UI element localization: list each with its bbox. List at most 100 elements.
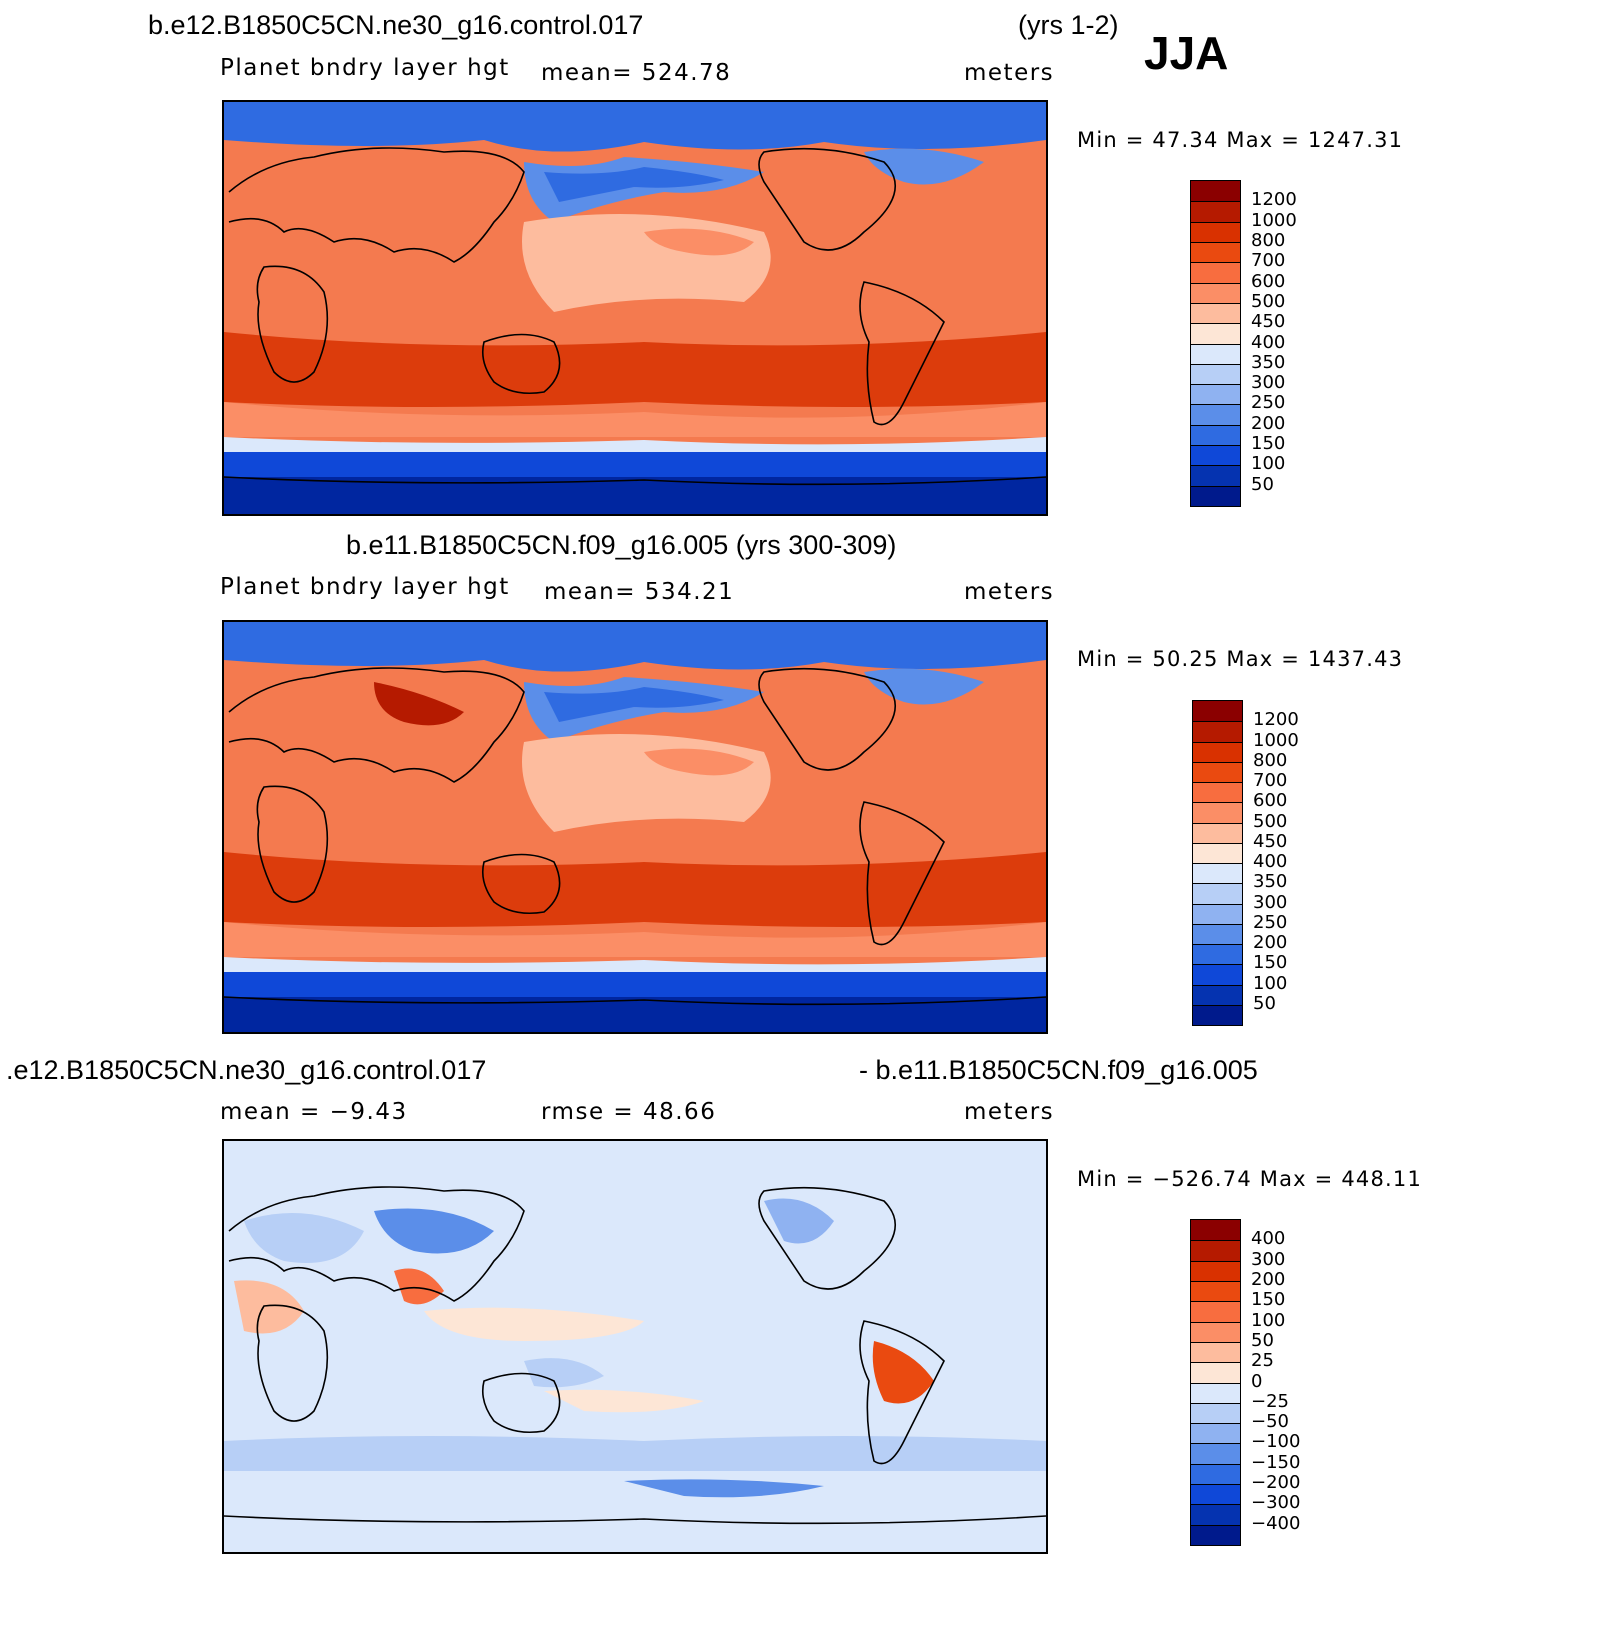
- colorbar-swatch: [1191, 485, 1240, 506]
- panel1-minmax: Min = 47.34 Max = 1247.31: [1077, 128, 1404, 152]
- colorbar-swatch: [1191, 384, 1240, 405]
- colorbar-swatch: [1191, 1321, 1240, 1342]
- colorbar-swatch: [1191, 323, 1240, 344]
- colorbar-swatch: [1193, 701, 1242, 722]
- colorbar-tick-label: 200: [1251, 1268, 1286, 1290]
- colorbar-tick-label: 150: [1253, 952, 1288, 974]
- colorbar-tick-label: 700: [1251, 250, 1286, 272]
- panel2-colorbar: [1192, 700, 1243, 1026]
- panel1-variable: Planet bndry layer hgt: [220, 55, 510, 81]
- colorbar-tick-label: −300: [1251, 1492, 1301, 1514]
- colorbar-swatch: [1193, 802, 1242, 823]
- colorbar-swatch: [1191, 1280, 1240, 1302]
- season-label: JJA: [1144, 27, 1229, 79]
- colorbar-tick-label: 400: [1251, 331, 1286, 353]
- colorbar-tick-label: 800: [1253, 749, 1288, 771]
- colorbar-tick-label: −200: [1251, 1472, 1301, 1494]
- colorbar-swatch: [1193, 863, 1242, 884]
- colorbar-tick-label: 300: [1253, 891, 1288, 913]
- panel1-years: (yrs 1-2): [1018, 10, 1119, 40]
- colorbar-tick-label: 600: [1253, 790, 1288, 812]
- colorbar-swatch: [1193, 1004, 1242, 1025]
- colorbar-tick-label: −25: [1251, 1390, 1289, 1412]
- panel1-colorbar: [1190, 180, 1241, 507]
- colorbar-tick-label: 1200: [1253, 709, 1299, 731]
- colorbar-swatch: [1191, 1443, 1240, 1464]
- panel1-map-svg: [224, 102, 1046, 514]
- colorbar-tick-label: 200: [1251, 412, 1286, 434]
- colorbar-tick-label: 150: [1251, 1289, 1286, 1311]
- panel2-map: [222, 620, 1048, 1034]
- colorbar-swatch: [1191, 343, 1240, 364]
- panel3-map: [222, 1139, 1048, 1554]
- panel3-rmse: rmse = 48.66: [541, 1099, 717, 1125]
- panel3-mean: mean = −9.43: [220, 1099, 408, 1125]
- colorbar-tick-label: 450: [1253, 830, 1288, 852]
- colorbar-swatch: [1191, 1301, 1240, 1322]
- colorbar-swatch: [1193, 842, 1242, 863]
- colorbar-tick-label: 350: [1253, 871, 1288, 893]
- colorbar-tick-label: 150: [1251, 433, 1286, 455]
- colorbar-swatch: [1191, 1504, 1240, 1525]
- panel2-title: b.e11.B1850C5CN.f09_g16.005 (yrs 300-309…: [346, 530, 897, 560]
- colorbar-swatch: [1191, 1382, 1240, 1403]
- colorbar-swatch: [1191, 363, 1240, 385]
- colorbar-tick-label: 100: [1251, 453, 1286, 475]
- colorbar-swatch: [1193, 721, 1242, 742]
- panel3-title-right: - b.e11.B1850C5CN.f09_g16.005: [859, 1055, 1258, 1085]
- colorbar-tick-label: 100: [1251, 1309, 1286, 1331]
- colorbar-swatch: [1191, 181, 1240, 202]
- colorbar-swatch: [1191, 404, 1240, 425]
- colorbar-swatch: [1191, 1402, 1240, 1424]
- panel1-title: b.e12.B1850C5CN.ne30_g16.control.017: [148, 10, 644, 40]
- colorbar-swatch: [1191, 1240, 1240, 1261]
- colorbar-swatch: [1191, 1260, 1240, 1281]
- colorbar-tick-label: 0: [1251, 1370, 1263, 1392]
- colorbar-tick-label: 250: [1251, 392, 1286, 414]
- colorbar-swatch: [1191, 1484, 1240, 1505]
- panel2-units: meters: [964, 579, 1055, 605]
- colorbar-tick-label: 450: [1251, 311, 1286, 333]
- colorbar-swatch: [1191, 1341, 1240, 1363]
- colorbar-swatch: [1191, 241, 1240, 263]
- colorbar-swatch: [1191, 262, 1240, 283]
- colorbar-swatch: [1193, 822, 1242, 843]
- colorbar-tick-label: 500: [1251, 290, 1286, 312]
- colorbar-tick-label: −400: [1251, 1512, 1301, 1534]
- colorbar-tick-label: −150: [1251, 1451, 1301, 1473]
- panel2-mean: mean= 534.21: [544, 579, 735, 605]
- colorbar-swatch: [1193, 903, 1242, 924]
- colorbar-tick-label: 1000: [1251, 209, 1297, 231]
- panel2-minmax: Min = 50.25 Max = 1437.43: [1077, 647, 1404, 671]
- colorbar-swatch: [1191, 201, 1240, 222]
- colorbar-swatch: [1191, 465, 1240, 486]
- panel1-units: meters: [964, 60, 1055, 86]
- colorbar-tick-label: 250: [1253, 911, 1288, 933]
- colorbar-swatch: [1191, 1524, 1240, 1545]
- panel3-map-svg: [224, 1141, 1046, 1552]
- colorbar-swatch: [1193, 923, 1242, 944]
- colorbar-swatch: [1193, 761, 1242, 782]
- panel3-minmax: Min = −526.74 Max = 448.11: [1077, 1167, 1423, 1191]
- panel2-map-svg: [224, 622, 1046, 1032]
- colorbar-tick-label: 50: [1251, 473, 1274, 495]
- panel2-variable: Planet bndry layer hgt: [220, 574, 510, 600]
- colorbar-swatch: [1191, 221, 1240, 242]
- panel3-units: meters: [964, 1099, 1055, 1125]
- colorbar-tick-label: 50: [1253, 992, 1276, 1014]
- colorbar-tick-label: 200: [1253, 932, 1288, 953]
- colorbar-swatch: [1193, 741, 1242, 762]
- colorbar-tick-label: 800: [1251, 229, 1286, 251]
- colorbar-swatch: [1193, 883, 1242, 904]
- colorbar-tick-label: 700: [1253, 770, 1288, 791]
- colorbar-tick-label: 300: [1251, 372, 1286, 394]
- colorbar-tick-label: 400: [1253, 851, 1288, 872]
- colorbar-tick-label: −100: [1251, 1431, 1301, 1453]
- colorbar-tick-label: 300: [1251, 1248, 1286, 1270]
- panel3-colorbar: [1190, 1219, 1241, 1546]
- colorbar-tick-label: 1200: [1251, 189, 1297, 211]
- colorbar-swatch: [1193, 964, 1242, 985]
- colorbar-swatch: [1191, 302, 1240, 324]
- colorbar-tick-label: 500: [1253, 810, 1288, 832]
- colorbar-tick-label: −50: [1251, 1411, 1289, 1433]
